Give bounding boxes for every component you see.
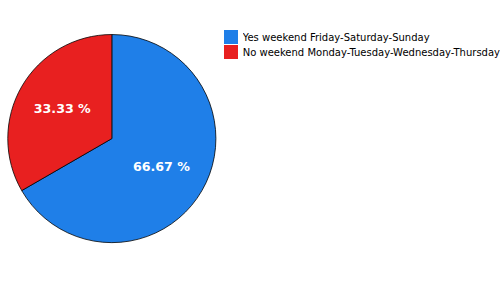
svg-text:66.67 %: 66.67 % xyxy=(133,159,190,174)
html-text:No weekend Monday-Tuesday-Wedn: No weekend Monday-Tuesday-Wednesday-Thur… xyxy=(242,46,500,58)
svg-text:33.33 %: 33.33 % xyxy=(34,101,91,116)
html-text:Yes weekend Friday-Saturday-Su: Yes weekend Friday-Saturday-Sunday xyxy=(242,31,430,43)
